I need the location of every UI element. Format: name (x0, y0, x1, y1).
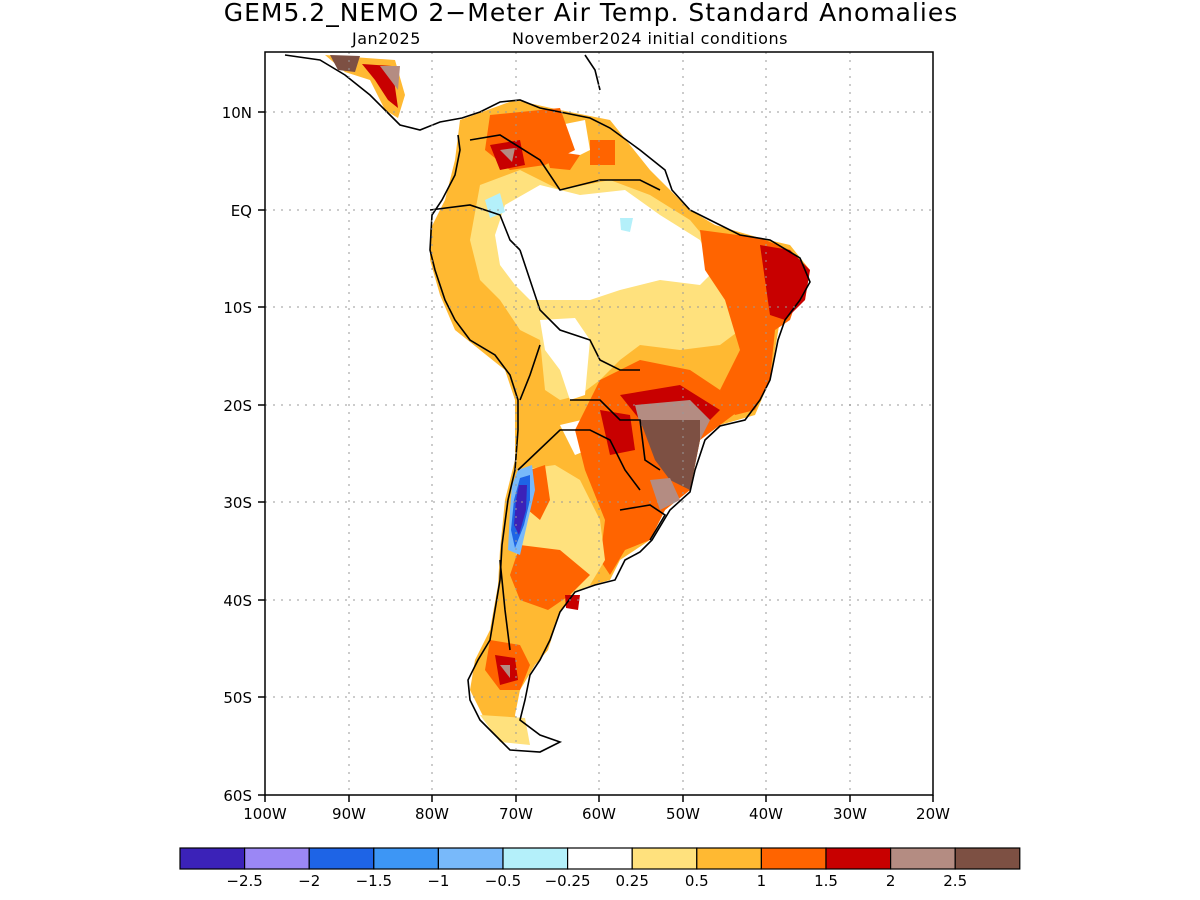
latitude-labels: 10N EQ 10S 20S 30S 40S 50S 60S (222, 104, 252, 805)
colorbar-swatch (502, 847, 569, 870)
forecast-month: Jan2025 (352, 29, 421, 48)
colorbar-label: 2.5 (943, 872, 967, 890)
colorbar-label: 1 (757, 872, 767, 890)
colorbar-label: −2.5 (226, 872, 262, 890)
colorbar-swatch (244, 847, 310, 870)
colorbar-swatch (437, 847, 504, 870)
lat-label: 40S (223, 592, 252, 610)
colorbar-label: −0.5 (485, 872, 521, 890)
lon-label: 90W (332, 805, 366, 823)
northeast-brazil-hot (760, 245, 810, 320)
colorbar-label: −1.5 (356, 872, 392, 890)
colorbar: −2.5 −2 −1.5 −1 −0.5 −0.25 0.25 0.5 1 1.5 2 2.5 (179, 847, 1021, 890)
colorbar-label: 0.25 (615, 872, 648, 890)
colorbar-swatch (308, 847, 375, 870)
colorbar-swatch (696, 847, 762, 870)
amazon-near-normal (495, 185, 715, 300)
colorbar-label: −0.25 (545, 872, 591, 890)
lat-label: 30S (223, 494, 252, 512)
anomaly-field (325, 55, 810, 745)
lat-label: EQ (231, 202, 252, 220)
colorbar-label: −1 (427, 872, 449, 890)
colorbar-swatch (889, 847, 956, 870)
colorbar-swatch (631, 847, 698, 870)
coastlines (284, 54, 811, 753)
lon-label: 80W (415, 805, 449, 823)
colorbar-label: −2 (298, 872, 320, 890)
lat-label: 20S (223, 397, 252, 415)
lon-label: 50W (666, 805, 700, 823)
lat-label: 50S (223, 689, 252, 707)
lon-label: 30W (833, 805, 867, 823)
longitude-labels: 100W 90W 80W 70W 60W 50W 40W 30W 20W (243, 805, 950, 823)
lon-label: 70W (499, 805, 533, 823)
colorbar-label: 1.5 (814, 872, 838, 890)
southern-brazil-extreme (640, 420, 700, 490)
colorbar-label: 0.5 (685, 872, 709, 890)
colorbar-swatch (825, 847, 892, 870)
colorbar-swatch (954, 847, 1021, 870)
lon-label: 40W (749, 805, 783, 823)
lat-label: 10S (223, 299, 252, 317)
lon-label: 60W (582, 805, 616, 823)
initial-conditions: November2024 initial conditions (512, 29, 788, 48)
lat-label: 60S (223, 787, 252, 805)
lon-label: 20W (916, 805, 950, 823)
colorbar-label: 2 (886, 872, 896, 890)
colorbar-swatch (566, 847, 633, 870)
lat-label: 10N (222, 104, 252, 122)
colorbar-swatch (179, 847, 246, 870)
colorbar-swatch (373, 847, 439, 870)
map-title: GEM5.2_NEMO 2−Meter Air Temp. Standard A… (223, 0, 959, 27)
colorbar-swatch (760, 847, 827, 870)
central-america-hot-spot (330, 55, 360, 72)
lon-label: 100W (243, 805, 287, 823)
